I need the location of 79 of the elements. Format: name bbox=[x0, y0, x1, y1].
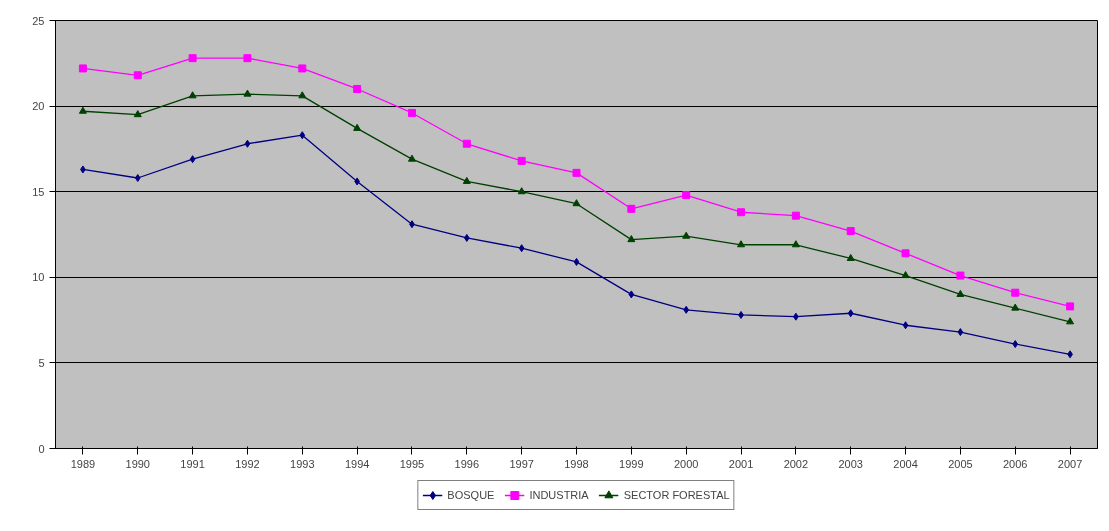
point bbox=[243, 54, 252, 63]
x-tick-label: 1997 bbox=[509, 457, 534, 470]
point bbox=[353, 84, 362, 93]
x-tick-label: 1990 bbox=[125, 457, 151, 470]
point bbox=[791, 211, 800, 220]
point bbox=[572, 168, 581, 177]
point bbox=[78, 64, 87, 73]
point bbox=[682, 191, 691, 200]
point bbox=[628, 290, 635, 299]
x-tick-label: 2004 bbox=[893, 457, 918, 470]
point bbox=[298, 64, 307, 73]
point bbox=[901, 271, 910, 279]
point bbox=[462, 139, 471, 148]
x-tick-label: 2003 bbox=[838, 457, 863, 470]
point bbox=[956, 271, 965, 280]
point bbox=[846, 227, 855, 236]
x-tick-label: 2002 bbox=[783, 457, 809, 470]
point bbox=[902, 321, 909, 330]
legend-label: SECTOR FORESTAL bbox=[623, 489, 730, 501]
point bbox=[462, 176, 471, 184]
x-tick-label: 1999 bbox=[619, 457, 644, 470]
point bbox=[737, 208, 746, 217]
point bbox=[683, 305, 690, 314]
point bbox=[1066, 302, 1075, 311]
x-tick-label: 1993 bbox=[290, 457, 315, 470]
point bbox=[189, 155, 196, 164]
y-tick-label: 20 bbox=[32, 100, 45, 113]
y-tick-label: 25 bbox=[32, 14, 45, 27]
x-tick-label: 1992 bbox=[235, 457, 260, 470]
x-tick-label: 1996 bbox=[454, 457, 480, 470]
point bbox=[1066, 317, 1075, 325]
x-tick-label: 1995 bbox=[399, 457, 425, 470]
point bbox=[463, 233, 470, 242]
y-tick-label: 0 bbox=[38, 442, 45, 455]
point bbox=[243, 89, 252, 97]
legend-label: BOSQUE bbox=[447, 489, 495, 501]
y-tick-label: 5 bbox=[38, 356, 45, 369]
point bbox=[682, 231, 691, 239]
x-tick-label: 2006 bbox=[1003, 457, 1028, 470]
point bbox=[1012, 340, 1019, 349]
point bbox=[244, 139, 251, 148]
point bbox=[791, 240, 800, 248]
point bbox=[957, 328, 964, 337]
point bbox=[847, 309, 854, 318]
x-tick-label: 2000 bbox=[673, 457, 699, 470]
point bbox=[188, 91, 197, 99]
point bbox=[298, 91, 307, 99]
x-tick-label: 2005 bbox=[948, 457, 973, 470]
point bbox=[133, 110, 142, 118]
x-tick-label: 1998 bbox=[564, 457, 589, 470]
x-tick-label: 1994 bbox=[344, 457, 370, 470]
point bbox=[407, 154, 416, 162]
x-tick-label: 2001 bbox=[728, 457, 754, 470]
legend-label: INDUSTRIA bbox=[529, 489, 589, 501]
point bbox=[133, 71, 142, 80]
point bbox=[1011, 288, 1020, 297]
point bbox=[517, 187, 526, 195]
x-tick-label: 2007 bbox=[1057, 457, 1083, 470]
x-tick-label: 1989 bbox=[70, 457, 96, 470]
point bbox=[134, 174, 141, 182]
point bbox=[627, 235, 636, 243]
y-tick-label: 10 bbox=[32, 271, 45, 284]
point bbox=[956, 289, 965, 297]
point bbox=[188, 54, 197, 63]
point bbox=[299, 131, 306, 140]
point bbox=[846, 253, 855, 261]
point bbox=[518, 244, 525, 253]
point bbox=[1011, 303, 1020, 311]
point bbox=[353, 123, 362, 131]
point bbox=[737, 240, 746, 248]
point bbox=[78, 106, 87, 114]
point bbox=[517, 156, 526, 165]
point bbox=[572, 199, 581, 207]
point bbox=[573, 257, 580, 266]
point bbox=[901, 249, 910, 258]
x-tick-label: 1991 bbox=[180, 457, 205, 470]
point bbox=[407, 108, 416, 117]
point bbox=[627, 204, 636, 213]
y-tick-label: 15 bbox=[32, 185, 45, 198]
